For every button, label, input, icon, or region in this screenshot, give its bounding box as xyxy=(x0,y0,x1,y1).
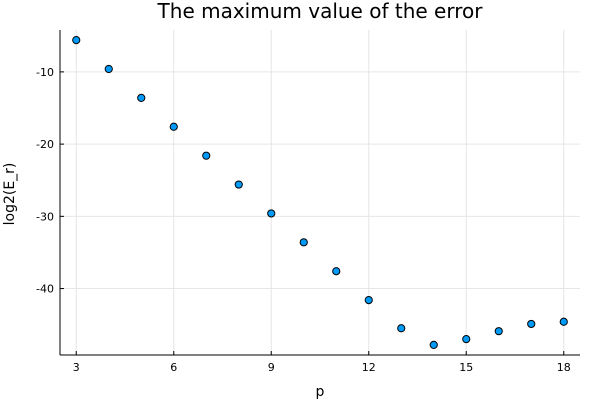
grid xyxy=(60,30,580,355)
x-tick-label: 9 xyxy=(268,361,275,374)
data-point xyxy=(429,340,438,349)
y-tick-label: -30 xyxy=(36,210,54,223)
data-point xyxy=(364,296,373,305)
chart-title: The maximum value of the error xyxy=(157,0,484,23)
data-point xyxy=(397,324,406,333)
data-point xyxy=(332,267,341,276)
y-tick-label: -10 xyxy=(36,66,54,79)
data-point xyxy=(462,335,471,344)
data-point xyxy=(527,319,536,329)
x-tick-label: 18 xyxy=(557,361,571,374)
x-tick-label: 15 xyxy=(459,361,473,374)
axes xyxy=(59,30,580,356)
data-point xyxy=(299,238,308,247)
data-point xyxy=(104,64,113,74)
y-tick-label: -40 xyxy=(36,283,54,296)
data-point xyxy=(234,180,243,189)
ticks: 3 6 9 12 15 18 -10 -20 -30 -40 xyxy=(36,66,571,374)
data-point xyxy=(137,93,146,102)
data-points xyxy=(72,36,568,349)
data-point xyxy=(267,209,276,218)
data-point xyxy=(494,327,503,336)
data-point xyxy=(169,122,178,131)
x-tick-label: 3 xyxy=(73,361,80,374)
x-tick-label: 6 xyxy=(170,361,177,374)
data-point xyxy=(559,317,568,326)
data-point xyxy=(202,151,211,160)
x-axis-label: p xyxy=(316,384,325,400)
y-tick-label: -20 xyxy=(36,138,54,151)
x-tick-label: 12 xyxy=(362,361,376,374)
data-point xyxy=(72,36,81,45)
y-axis-label: log2(E_r) xyxy=(2,163,18,226)
